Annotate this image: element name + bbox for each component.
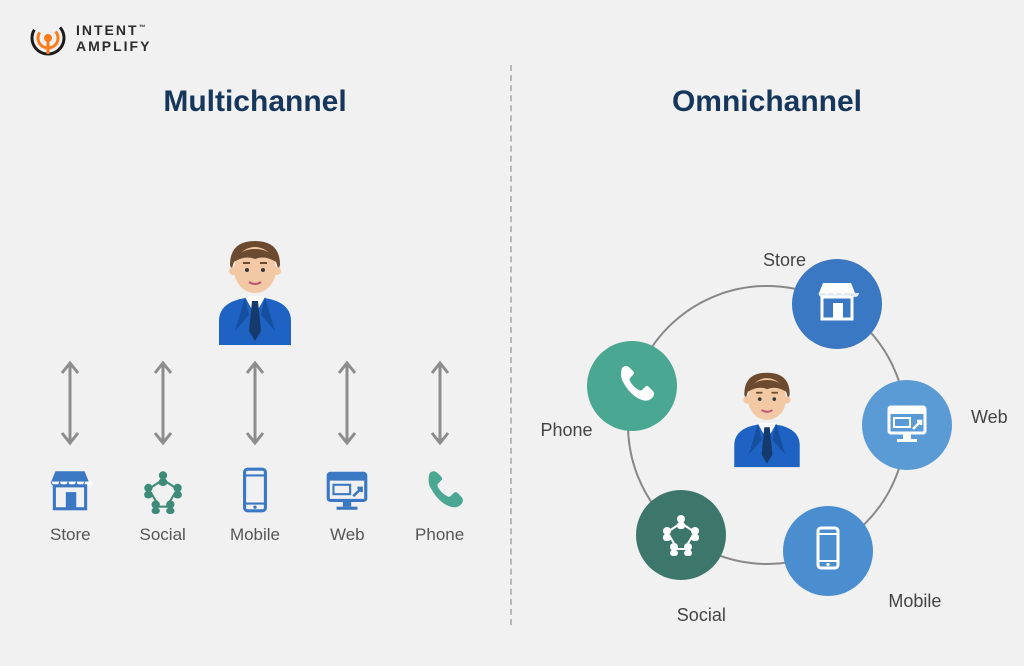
omni-label-web: Web: [971, 407, 1008, 428]
double-arrow-icon: [305, 355, 389, 451]
double-arrow-icon: [121, 355, 205, 451]
store-icon: [813, 277, 861, 330]
double-arrow-icon: [213, 355, 297, 451]
channel-label: Social: [140, 525, 186, 545]
omni-node-store: [792, 259, 882, 349]
arrows-row: [0, 355, 510, 451]
omni-node-phone: [587, 341, 677, 431]
phone-icon: [415, 465, 465, 515]
social-icon: [138, 465, 188, 515]
omni-node-social: [636, 490, 726, 580]
channel-phone: Phone: [398, 465, 482, 545]
double-arrow-icon: [28, 355, 112, 451]
channel-label: Web: [330, 525, 365, 545]
channel-label: Mobile: [230, 525, 280, 545]
channel-web: Web: [305, 465, 389, 545]
mobile-icon: [804, 524, 852, 577]
social-icon: [657, 509, 705, 562]
channel-mobile: Mobile: [213, 465, 297, 545]
multichannel-panel: Multichannel: [0, 85, 510, 153]
omni-label-phone: Phone: [540, 420, 592, 441]
logo-icon: [28, 18, 68, 58]
person-icon: [205, 235, 305, 350]
channels-row: Store Social Mobile: [0, 465, 510, 545]
omni-node-mobile: [783, 506, 873, 596]
store-icon: [45, 465, 95, 515]
channel-label: Phone: [415, 525, 464, 545]
person-icon: [721, 367, 813, 472]
channel-social: Social: [121, 465, 205, 545]
mobile-icon: [230, 465, 280, 515]
omni-label-social: Social: [677, 605, 726, 626]
double-arrow-icon: [398, 355, 482, 451]
multichannel-title: Multichannel: [0, 85, 510, 119]
brand-logo: INTENT™ AMPLIFY: [28, 18, 151, 58]
phone-icon: [608, 360, 656, 413]
web-icon: [883, 399, 931, 452]
omni-label-store: Store: [763, 250, 806, 271]
omnichannel-title: Omnichannel: [510, 85, 1024, 119]
channel-label: Store: [50, 525, 91, 545]
omni-diagram: Store Web Mobile Social: [567, 225, 967, 625]
logo-text: INTENT™ AMPLIFY: [76, 22, 151, 54]
omni-label-mobile: Mobile: [888, 591, 941, 612]
channel-store: Store: [28, 465, 112, 545]
omnichannel-panel: Omnichannel Stor: [510, 85, 1024, 153]
web-icon: [322, 465, 372, 515]
omni-node-web: [862, 380, 952, 470]
